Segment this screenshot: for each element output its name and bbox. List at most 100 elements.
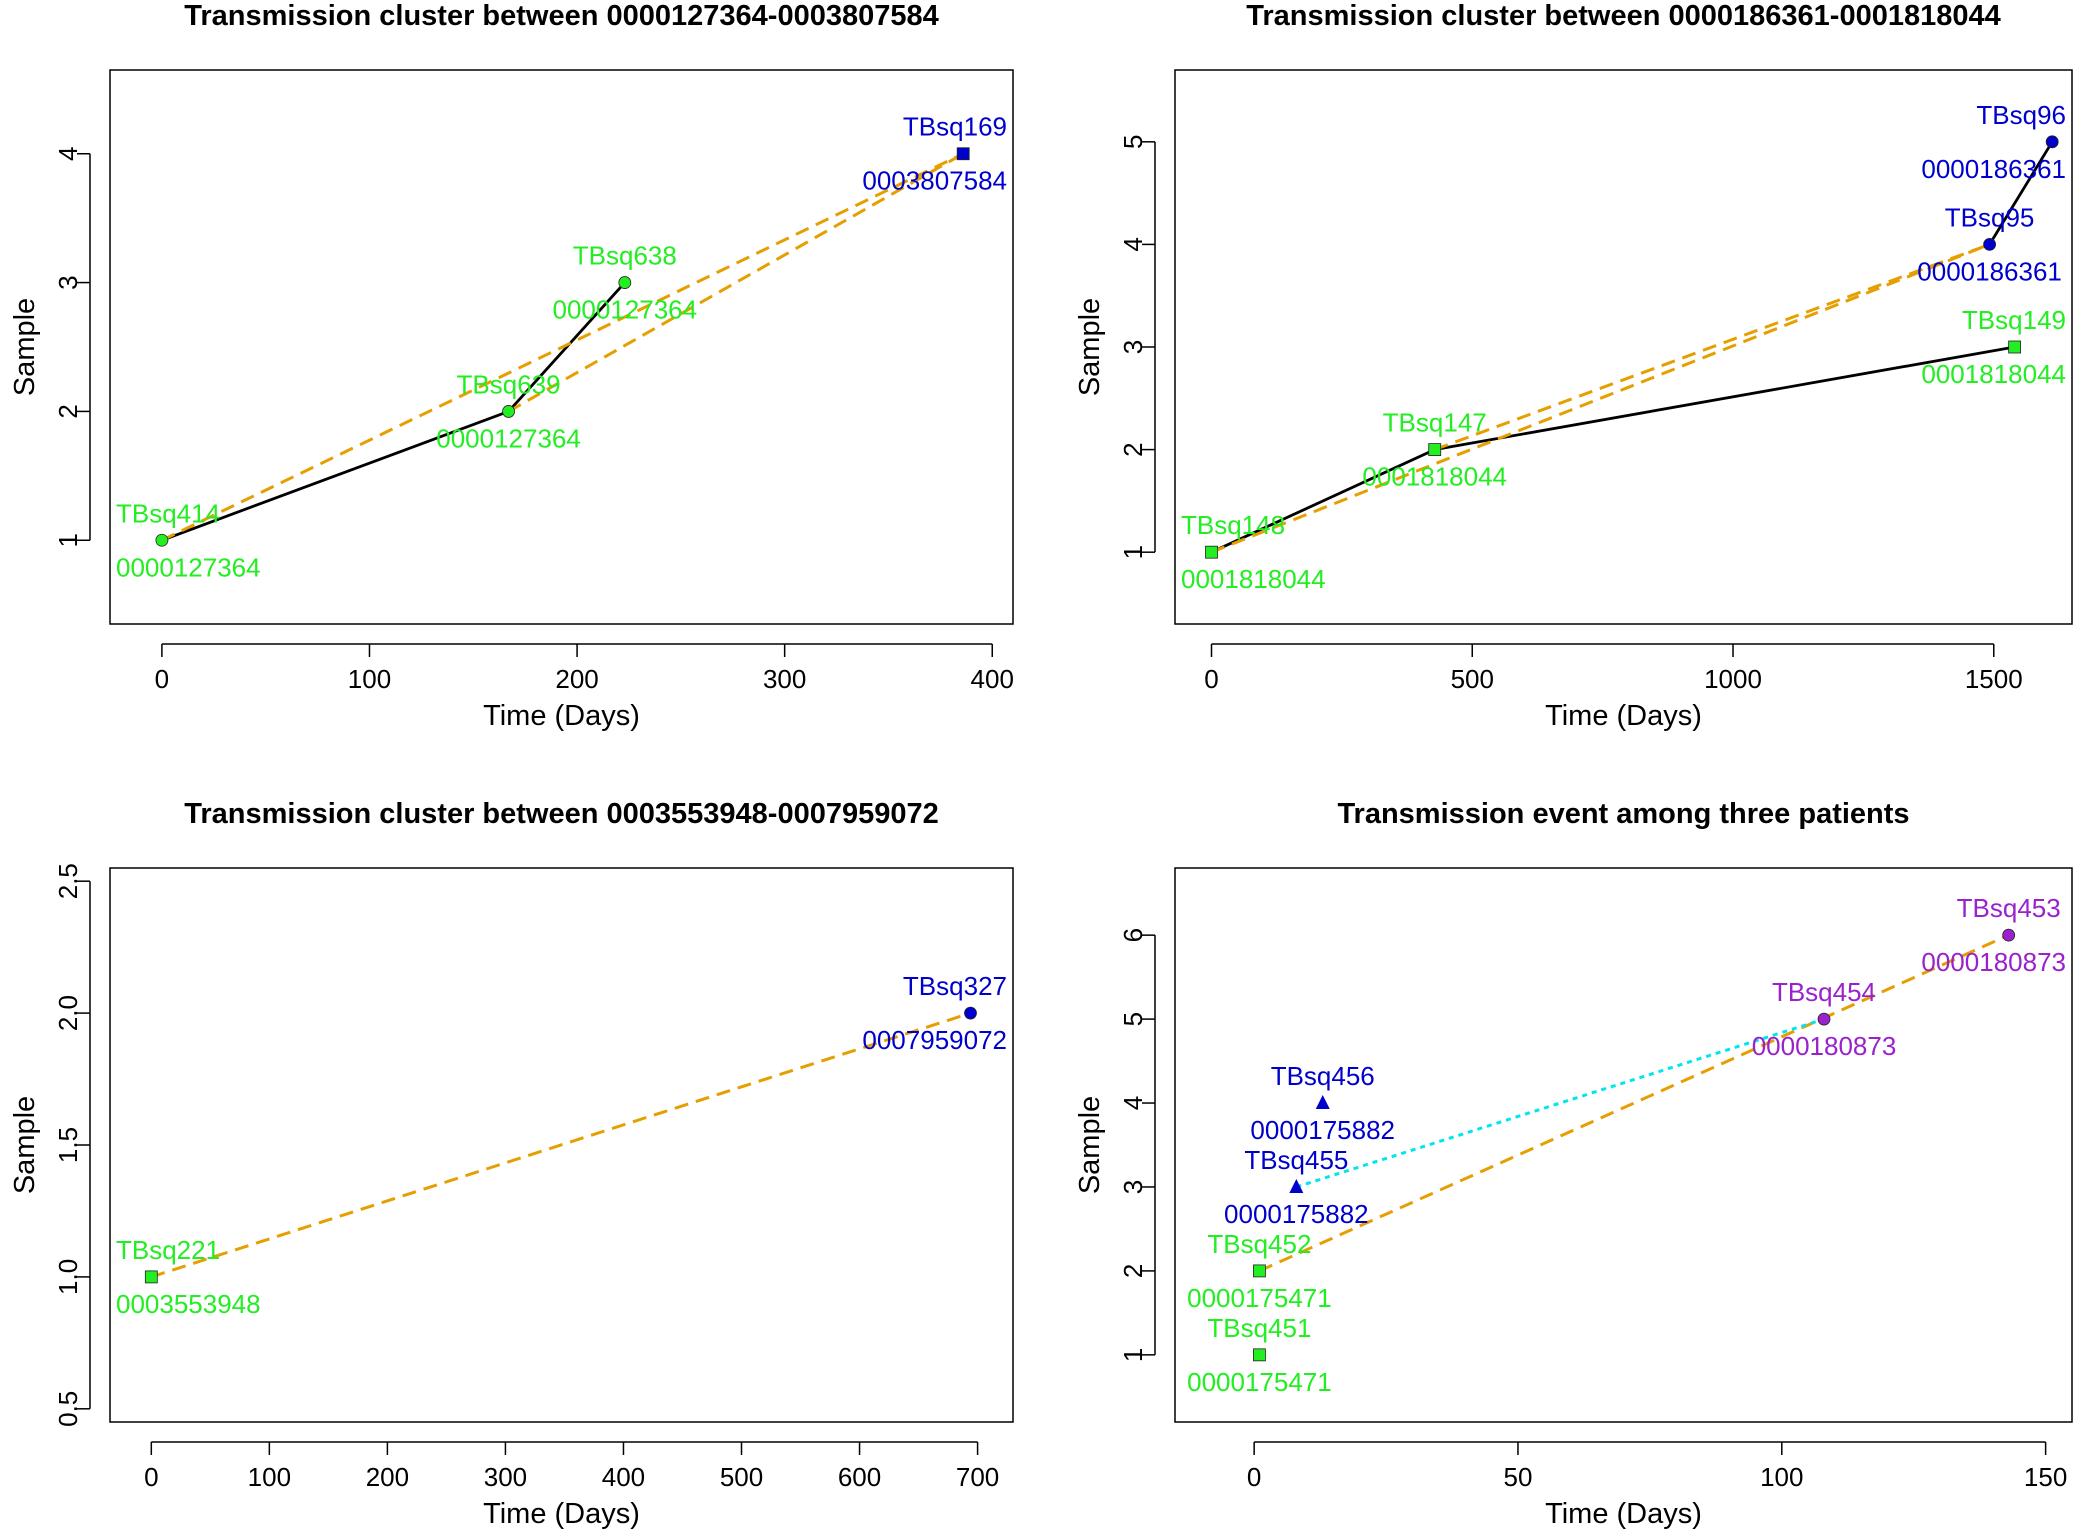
y-tick-label: 6 xyxy=(1118,928,1148,942)
x-tick-label: 500 xyxy=(720,1462,763,1492)
x-tick-label: 300 xyxy=(484,1462,527,1492)
y-tick-label: 3 xyxy=(53,275,83,289)
patient-id-label: 0000175882 xyxy=(1224,1199,1369,1229)
x-tick-label: 0 xyxy=(144,1462,158,1492)
y-axis-label: Sample xyxy=(1074,1096,1106,1194)
sample-name-label: TBsq96 xyxy=(1976,100,2066,130)
y-axis-label: Sample xyxy=(9,298,41,396)
sample-name-label: TBsq169 xyxy=(903,112,1007,142)
patient-id-label: 0000127364 xyxy=(553,295,698,325)
data-point-marker xyxy=(1428,443,1442,456)
y-tick-label: 0.5 xyxy=(53,1391,83,1427)
chart-title: Transmission cluster between 0000186361-… xyxy=(1246,0,2000,32)
data-point-marker xyxy=(1253,1348,1266,1362)
y-tick-label: 1 xyxy=(53,533,83,547)
sample-name-label: TBsq95 xyxy=(1945,202,2035,232)
x-tick-label: 0 xyxy=(1247,1462,1261,1492)
series-line-within-patient xyxy=(1210,345,2015,554)
sample-name-label: TBsq149 xyxy=(1962,305,2066,335)
chart-title: Transmission cluster between 0000127364-… xyxy=(184,0,938,32)
x-tick-label: 700 xyxy=(956,1462,999,1492)
y-tick-label: 5 xyxy=(1118,135,1148,149)
y-tick-label: 4 xyxy=(1118,237,1148,251)
y-tick-label: 2 xyxy=(1118,442,1148,456)
sample-name-label: TBsq451 xyxy=(1207,1313,1311,1343)
patient-id-label: 0001818044 xyxy=(1181,564,1326,594)
y-tick-label: 4 xyxy=(1118,1096,1148,1110)
patient-id-label: 0000127364 xyxy=(436,423,581,453)
data-point-marker xyxy=(144,1270,158,1284)
y-tick-label: 2 xyxy=(1118,1264,1148,1278)
x-axis-label: Time (Days) xyxy=(483,1498,640,1530)
plot-frame xyxy=(109,867,1014,1423)
x-tick-label: 150 xyxy=(2024,1462,2067,1492)
data-point-marker xyxy=(1817,1012,1831,1026)
x-tick-label: 200 xyxy=(366,1462,409,1492)
sample-name-label: TBsq456 xyxy=(1271,1061,1375,1091)
plot-frame xyxy=(1174,69,2073,625)
y-tick-label: 2 xyxy=(53,404,83,418)
x-tick-label: 1000 xyxy=(1704,664,1762,694)
x-tick-label: 400 xyxy=(602,1462,645,1492)
patient-id-label: 0001818044 xyxy=(1362,462,1507,492)
x-tick-label: 400 xyxy=(971,664,1014,694)
chart-panel-3: Transmission cluster between 0003553948-… xyxy=(9,798,1014,1530)
patient-id-label: 0001818044 xyxy=(1921,359,2066,389)
chart-panel-2: Transmission cluster between 0000186361-… xyxy=(1074,0,2073,732)
sample-name-label: TBsq414 xyxy=(116,498,220,528)
patient-id-label: 0000186361 xyxy=(1917,256,2062,286)
y-tick-label: 4 xyxy=(53,147,83,161)
patient-id-label: 0000175882 xyxy=(1250,1115,1395,1145)
x-tick-label: 0 xyxy=(155,664,169,694)
y-tick-label: 5 xyxy=(1118,1012,1148,1026)
data-point-marker xyxy=(1315,1095,1330,1110)
data-point-marker xyxy=(2002,928,2016,942)
chart-panel-1: Transmission cluster between 0000127364-… xyxy=(9,0,1014,732)
sample-name-label: TBsq455 xyxy=(1244,1145,1348,1175)
data-point-marker xyxy=(1289,1178,1304,1193)
data-point-marker xyxy=(1253,1264,1266,1278)
series-line-transmission xyxy=(1434,243,1991,451)
x-tick-label: 100 xyxy=(348,664,391,694)
sample-name-label: TBsq327 xyxy=(903,971,1007,1001)
y-axis-label: Sample xyxy=(9,1096,41,1194)
y-tick-label: 3 xyxy=(1118,340,1148,354)
data-point-marker xyxy=(1983,238,1997,251)
data-point-marker xyxy=(2045,135,2059,149)
y-tick-label: 1 xyxy=(1118,545,1148,559)
plot-frame xyxy=(1174,867,2073,1423)
data-point-marker xyxy=(956,147,970,161)
data-point-marker xyxy=(964,1006,977,1020)
sample-name-label: TBsq639 xyxy=(457,369,561,399)
x-tick-label: 600 xyxy=(838,1462,881,1492)
y-tick-label: 1 xyxy=(1118,1348,1148,1362)
sample-name-label: TBsq148 xyxy=(1181,510,1285,540)
series-line-transmission xyxy=(1295,1017,1825,1189)
x-tick-label: 50 xyxy=(1504,1462,1533,1492)
sample-name-label: TBsq453 xyxy=(1957,893,2061,923)
x-axis-label: Time (Days) xyxy=(1545,700,1702,732)
patient-id-label: 0007959072 xyxy=(862,1025,1007,1055)
data-point-marker xyxy=(2008,340,2022,354)
sample-name-label: TBsq454 xyxy=(1772,977,1876,1007)
sample-name-label: TBsq221 xyxy=(116,1235,220,1265)
x-tick-label: 100 xyxy=(1760,1462,1803,1492)
x-tick-label: 0 xyxy=(1204,664,1218,694)
data-point-marker xyxy=(155,533,169,547)
y-tick-label: 2.5 xyxy=(53,863,83,899)
data-point-marker xyxy=(1205,545,1218,559)
plot-frame xyxy=(109,69,1014,625)
y-tick-label: 1.0 xyxy=(53,1259,83,1295)
y-tick-label: 2.0 xyxy=(53,995,83,1031)
patient-id-label: 0003553948 xyxy=(116,1289,261,1319)
chart-panel-4: Transmission event among three patients 0… xyxy=(1074,798,2073,1530)
x-tick-label: 500 xyxy=(1451,664,1494,694)
x-tick-label: 100 xyxy=(248,1462,291,1492)
series-line-transmission xyxy=(150,1011,971,1279)
y-tick-label: 1.5 xyxy=(53,1127,83,1163)
sample-name-label: TBsq638 xyxy=(573,241,677,271)
patient-id-label: 0000175471 xyxy=(1187,1367,1332,1397)
patient-id-label: 0000186361 xyxy=(1921,154,2066,184)
series-line-transmission xyxy=(1258,933,2010,1273)
